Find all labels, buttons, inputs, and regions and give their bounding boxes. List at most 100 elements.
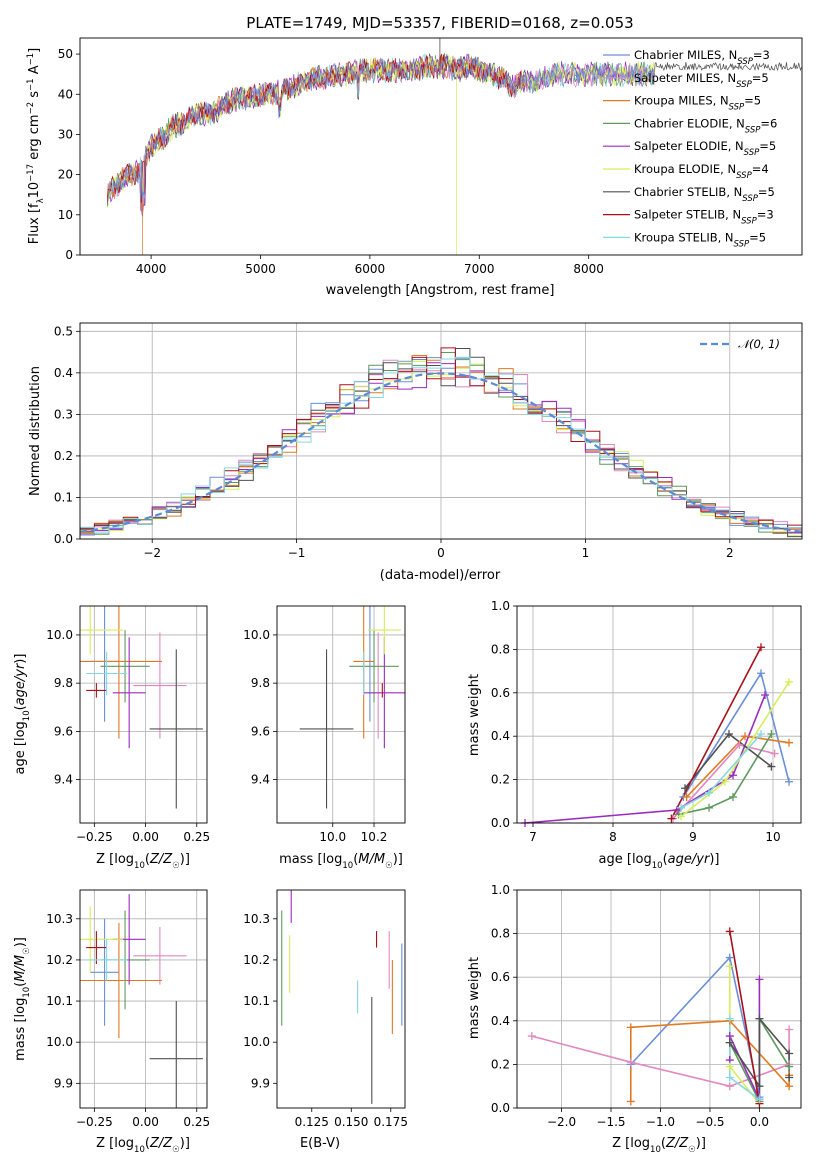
tick-label-y: 0 xyxy=(65,248,73,262)
plot-area xyxy=(281,890,403,1104)
tick-label-y: 30 xyxy=(58,127,73,141)
tick-label-y: 0.4 xyxy=(54,366,73,380)
tick-label-x: −1 xyxy=(288,546,306,560)
tick-label-y: 50 xyxy=(58,47,73,61)
tick-label-x: −0.5 xyxy=(695,1115,724,1129)
mass-age-axes-xlabel: mass [log10(M/M☉)] xyxy=(279,852,403,871)
axes-frame xyxy=(276,605,406,824)
weight-series-line xyxy=(678,733,773,816)
spectrum-ylabel: Flux [fλ10−17 erg cm−2 s−1 A−1] xyxy=(26,48,46,244)
plot-area xyxy=(106,38,802,255)
z-age-axes-xlabel: Z [log10(Z/Z☉)] xyxy=(96,852,190,871)
tick-label-y: 0.6 xyxy=(491,686,510,700)
weight-point-marker xyxy=(785,1082,794,1091)
z-weight-axes-xlabel: Z [log10(Z/Z☉)] xyxy=(612,1136,706,1155)
tick-label-x: 2 xyxy=(726,546,734,560)
spectrum-series-line xyxy=(106,53,655,217)
weight-point-marker xyxy=(725,927,734,936)
weight-point-marker xyxy=(755,1095,764,1104)
plot-area xyxy=(80,894,203,1108)
z-weight-axes: −2.0 −1.5 −1.0 −0.5 0.0 0.0 0.2 0.4 0.6 0.8 1.0 Z [… xyxy=(491,883,802,1155)
tick-label-y: 10.3 xyxy=(46,912,73,926)
tick-label-y: 10.1 xyxy=(243,994,270,1008)
weight-point-marker xyxy=(725,1038,734,1047)
weight-point-marker xyxy=(755,975,764,984)
tick-label-y: 0.4 xyxy=(491,729,510,743)
tick-label-y: 1.0 xyxy=(491,883,510,897)
tick-label-x: 0.25 xyxy=(183,830,210,844)
age-weight-axes-xlabel: age [log10(age/yr)] xyxy=(599,852,720,871)
age-weight-axes: 7 8 9 10 0.0 0.2 0.4 0.6 0.8 1.0 age [log10(age/yr… xyxy=(491,599,802,871)
weight-point-marker xyxy=(725,1014,734,1023)
tick-label-y: 0.0 xyxy=(54,532,73,546)
weight-point-marker xyxy=(527,1032,536,1041)
weight-point-marker xyxy=(785,1025,794,1034)
axes-frame xyxy=(276,889,406,1109)
tick-label-y: 10.0 xyxy=(46,628,73,642)
weight-point-marker xyxy=(785,738,793,747)
axes-frame xyxy=(516,889,802,1109)
normal-reference-curve xyxy=(80,372,802,533)
tick-label-y: 20 xyxy=(58,168,73,182)
histogram-ylabel: Normed distribution xyxy=(28,366,43,496)
histogram-axes: −2 −1 0 1 2 0.0 0.1 0.2 0.3 0.4 0.5 𝒩(0, 1) xyxy=(54,322,803,560)
tick-label-y: 9.8 xyxy=(251,676,270,690)
tick-label-y: 0.6 xyxy=(491,970,510,984)
tick-label-x: 0.25 xyxy=(183,1115,210,1129)
tick-label-x: 8 xyxy=(609,830,617,844)
tick-label-y: 9.9 xyxy=(54,1076,73,1090)
weight-series-line xyxy=(728,966,761,1105)
tick-label-x: 0.150 xyxy=(334,1115,368,1129)
z-age-axes-ylabel: age [log10(age/yr)] xyxy=(13,654,32,775)
plot-area xyxy=(524,646,790,823)
weight-point-marker xyxy=(741,732,749,741)
z-mass-axes-xlabel: Z [log10(Z/Z☉)] xyxy=(96,1136,190,1155)
weight-point-marker xyxy=(705,788,713,797)
weight-point-marker xyxy=(785,1049,794,1058)
weight-point-marker xyxy=(729,792,737,801)
weight-point-marker xyxy=(757,730,765,739)
tick-label-y: 9.9 xyxy=(251,1076,270,1090)
weight-point-marker xyxy=(725,962,734,971)
grid-lines xyxy=(80,890,207,1108)
ebv-mass-axes: 0.125 0.150 0.175 9.9 10.0 10.1 10.2 10.3 xyxy=(243,889,408,1129)
tick-label-x: −1.0 xyxy=(646,1115,675,1129)
weight-point-marker xyxy=(705,803,713,812)
tick-label-y: 0.3 xyxy=(54,407,73,421)
tick-label-x: 0.00 xyxy=(132,830,159,844)
tick-label-x: −0.25 xyxy=(76,830,113,844)
spectrum-series-line xyxy=(106,55,655,255)
weight-point-marker xyxy=(757,643,765,652)
tick-label-x: 9 xyxy=(689,830,697,844)
weight-point-marker xyxy=(785,1073,794,1082)
grid-lines xyxy=(80,606,207,823)
weight-point-marker xyxy=(770,749,779,758)
tick-label-x: 1 xyxy=(582,546,590,560)
legend-label: Kroupa MILES, NSSP=5 xyxy=(634,94,761,113)
plot-area xyxy=(80,606,203,809)
tick-label-y: 10.0 xyxy=(46,1035,73,1049)
mass-age-axes: 10.0 10.2 9.4 9.6 9.8 10.0 mass [log10(M/M☉)] xyxy=(243,605,406,871)
tick-label-y: 9.6 xyxy=(54,724,73,738)
tick-label-y: 10.0 xyxy=(243,628,270,642)
weight-point-marker xyxy=(682,792,691,801)
tick-label-x: 0.175 xyxy=(374,1115,408,1129)
legend-label: Salpeter ELODIE, NSSP=5 xyxy=(634,139,776,158)
axes-frame xyxy=(79,322,803,540)
tick-label-x: 10.2 xyxy=(361,830,388,844)
weight-point-marker xyxy=(626,1023,635,1032)
tick-label-y: 10.3 xyxy=(243,912,270,926)
tick-label-x: −2 xyxy=(143,546,161,560)
legend-label: Chabrier MILES, NSSP=3 xyxy=(634,48,770,67)
weight-point-marker xyxy=(767,730,776,739)
tick-label-x: 0.0 xyxy=(750,1115,769,1129)
tick-label-x: 7 xyxy=(529,830,537,844)
weight-point-marker xyxy=(721,777,729,786)
z-mass-axes-ylabel: mass [log10(M/M☉)] xyxy=(13,937,32,1061)
tick-label-y: 0.8 xyxy=(491,927,510,941)
tick-label-x: −1.5 xyxy=(596,1115,625,1129)
weight-point-marker xyxy=(757,669,765,678)
tick-label-y: 10.2 xyxy=(243,953,270,967)
weight-point-marker xyxy=(725,1073,734,1082)
tick-label-y: 1.0 xyxy=(491,599,510,613)
